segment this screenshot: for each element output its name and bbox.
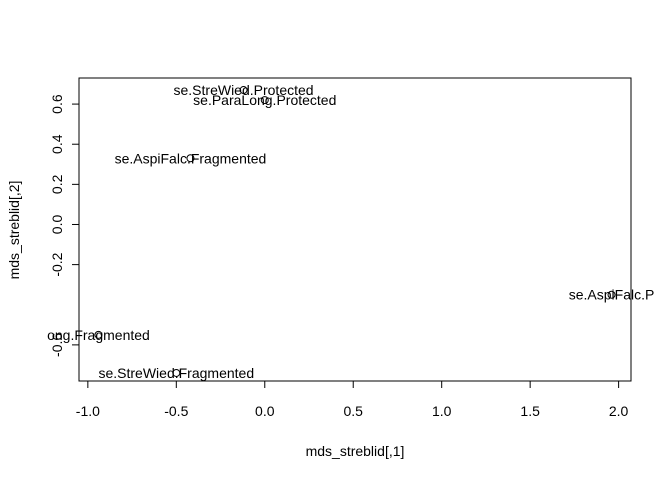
x-tick-label: 2.0 bbox=[609, 403, 629, 419]
y-axis: -0.6 -0.2 0.0 0.2 0.4 0.6 bbox=[49, 94, 80, 357]
point-label: se.StreWied.Fragmented bbox=[98, 365, 254, 381]
data-point bbox=[239, 86, 248, 95]
x-axis: -1.0 -0.5 0.0 0.5 1.0 1.5 2.0 bbox=[76, 380, 629, 419]
x-tick-label: 1.0 bbox=[432, 403, 452, 419]
data-point bbox=[94, 330, 103, 339]
y-tick-label: -0.2 bbox=[49, 252, 65, 276]
point-label: se.ParaLong.Protected bbox=[193, 92, 336, 108]
point-label: ong.Fragmented bbox=[47, 327, 150, 343]
data-point bbox=[172, 368, 181, 377]
y-axis-title: mds_streblid[,2] bbox=[6, 181, 22, 280]
point-label: se.AspiFalc.P bbox=[569, 287, 655, 303]
point-label: se.AspiFalc.Fragmented bbox=[115, 150, 267, 166]
points-layer: se.StreWied.Protectedse.ParaLong.Protect… bbox=[47, 82, 654, 381]
x-tick-label: -0.5 bbox=[164, 403, 188, 419]
x-tick-label: 0.5 bbox=[343, 403, 363, 419]
y-tick-label: 0.2 bbox=[49, 174, 65, 194]
data-point bbox=[260, 96, 269, 105]
y-tick-label: 0.0 bbox=[49, 215, 65, 235]
y-tick-label: 0.4 bbox=[49, 134, 65, 154]
x-tick-label: 0.0 bbox=[255, 403, 275, 419]
x-tick-label: 1.5 bbox=[520, 403, 540, 419]
data-point bbox=[186, 154, 195, 163]
y-tick-label: 0.6 bbox=[49, 94, 65, 114]
point-label: se.StreWied.Protected bbox=[174, 82, 314, 98]
x-axis-title: mds_streblid[,1] bbox=[306, 443, 405, 459]
y-tick-label: -0.6 bbox=[49, 333, 65, 357]
data-point bbox=[607, 290, 616, 299]
x-tick-label: -1.0 bbox=[76, 403, 100, 419]
